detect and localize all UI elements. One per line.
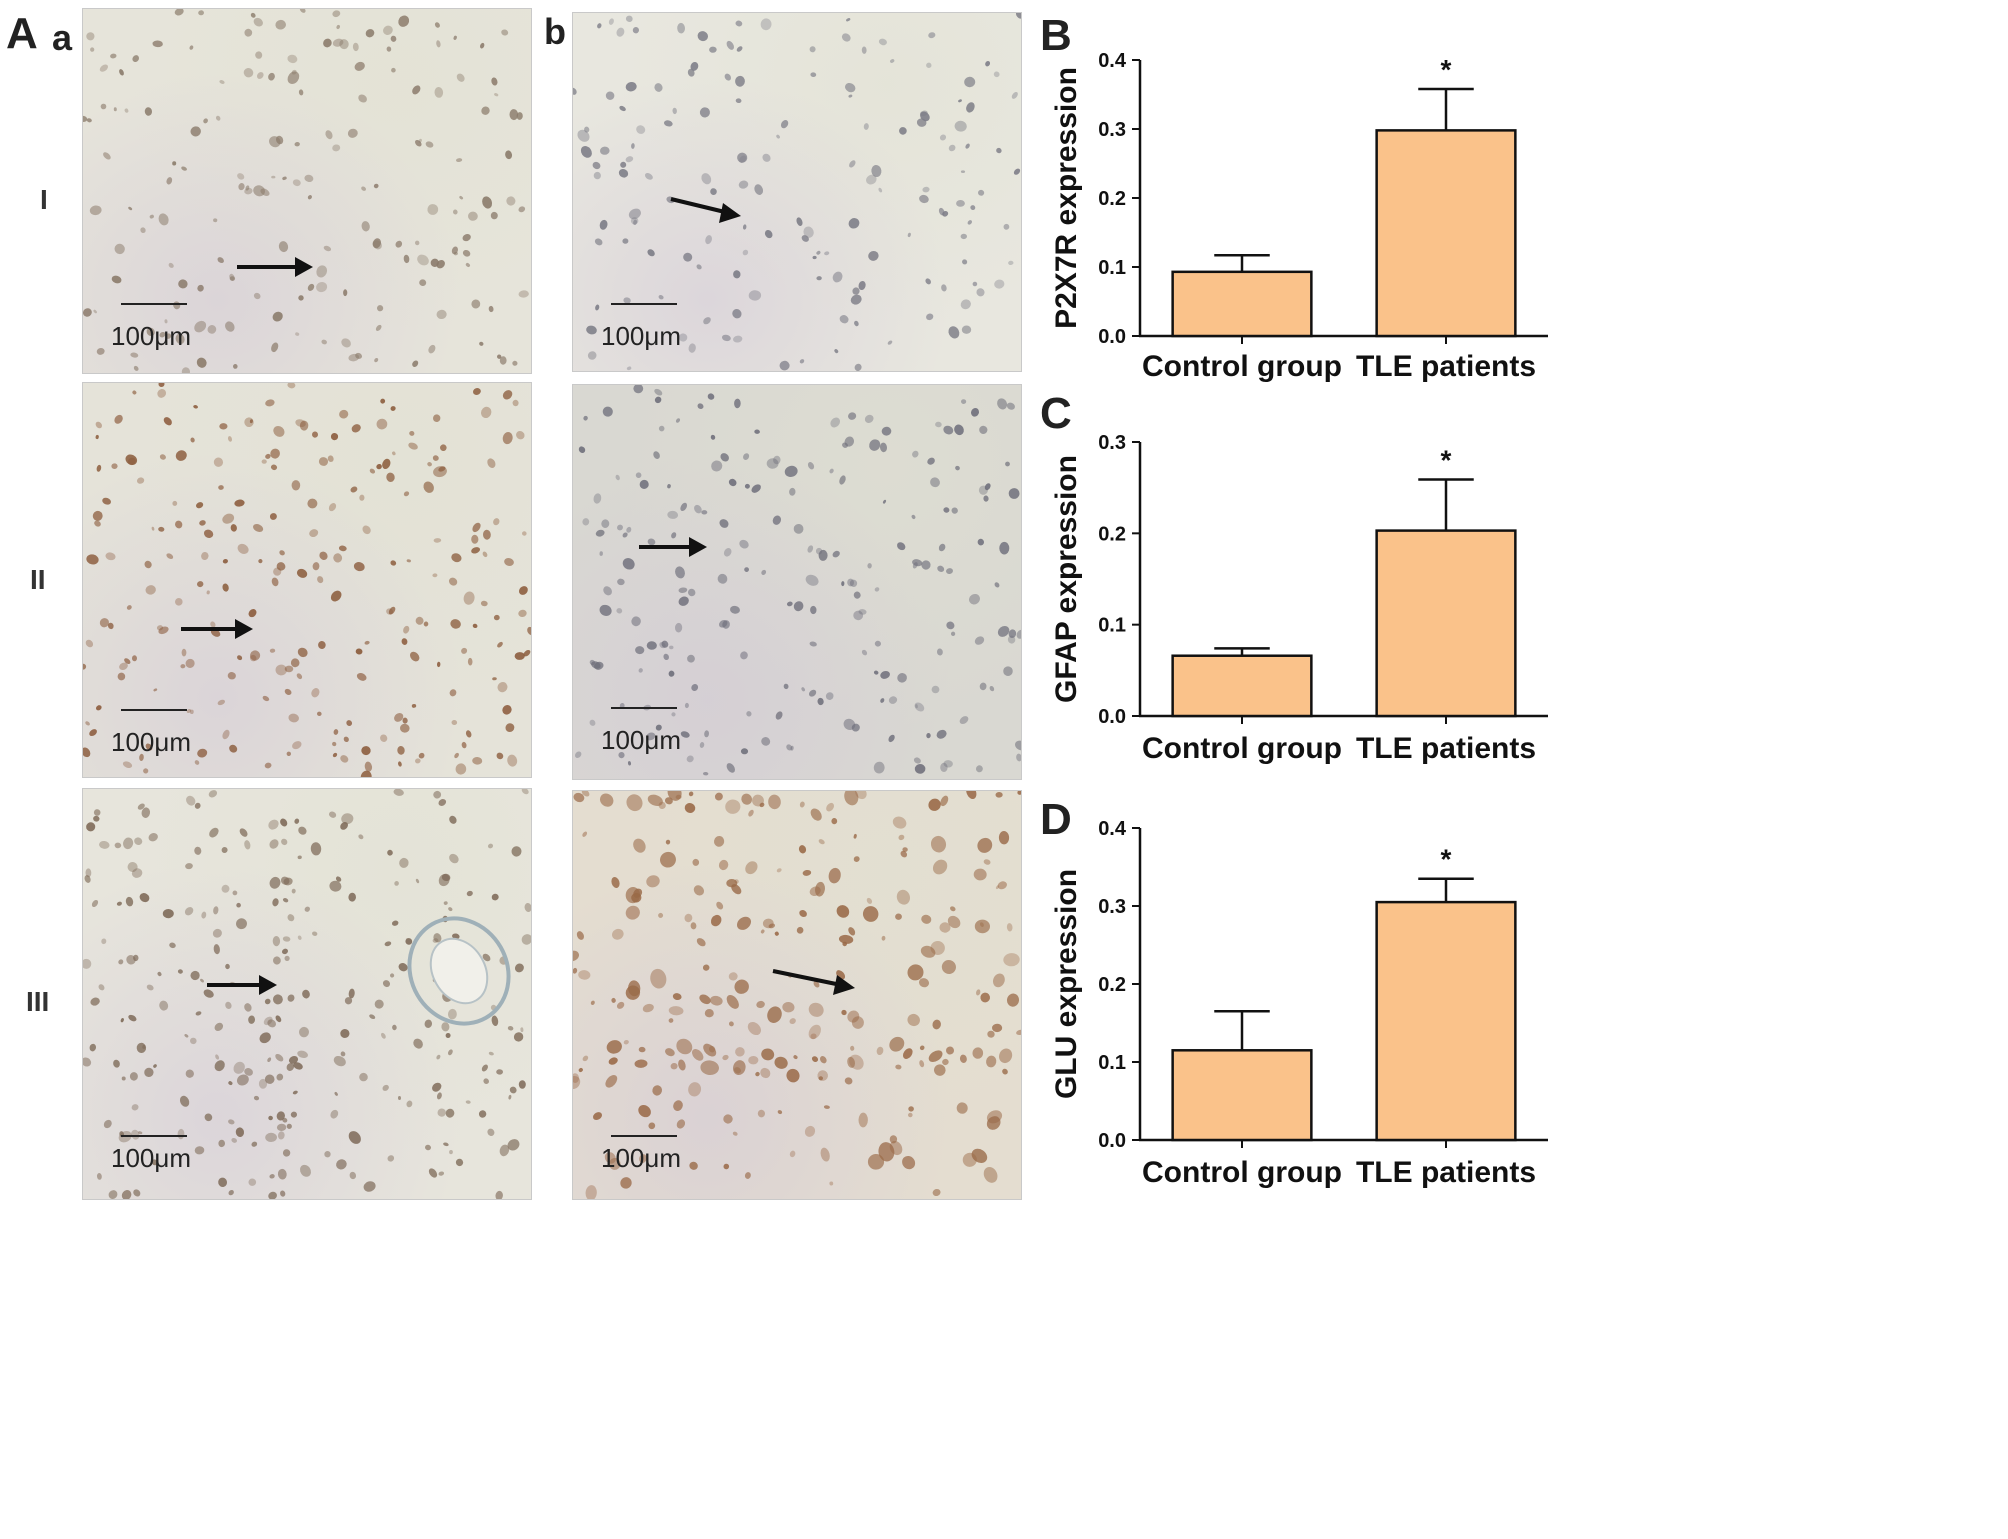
row-label-II: II [30,564,46,595]
y-axis-label: GLU expression [1050,869,1083,1099]
category-label: Control group [1142,1156,1342,1189]
panel-label-D: D [1040,795,1072,844]
category-label: TLE patients [1356,350,1536,383]
scale-label: 100μm [601,1143,682,1173]
bar-chart-D: 0.0 0.1 0.2 0.3 0.4 GLU expression Control gro… [1050,818,1548,1189]
scale-bar [611,303,677,305]
y-tick-label: 0.2 [1098,188,1126,210]
y-tick-label: 0.0 [1098,1130,1126,1152]
bar-chart-C: 0.0 0.1 0.2 0.3 GFAP expression Control group… [1050,432,1548,765]
y-tick-label: 0.1 [1098,1052,1126,1074]
y-tick-label: 0.2 [1098,523,1126,545]
micrograph-b-III: 100μm [572,790,1022,1200]
vessel-structure [407,916,511,1026]
y-tick-label: 0.4 [1098,50,1127,72]
arrow-icon [237,257,313,277]
category-label: TLE patients [1356,732,1536,765]
y-tick-label: 0.0 [1098,706,1126,728]
panel-label-B: B [1040,11,1072,60]
significance-marker: * [1441,54,1452,85]
scale-label: 100μm [111,1143,192,1173]
bar-tle-patients [1375,900,1517,1142]
scale-bar [121,1135,187,1137]
scale-label: 100μm [601,725,682,755]
y-tick-label: 0.3 [1098,432,1126,454]
significance-marker: * [1441,444,1452,475]
y-axis-label: P2X7R expression [1050,67,1083,329]
panel-label-C: C [1040,389,1072,438]
bar-tle-patients [1375,129,1517,338]
y-tick-label: 0.1 [1098,615,1126,637]
category-label: Control group [1142,732,1342,765]
y-tick-label: 0.2 [1098,974,1126,996]
micrograph-a-I: 100μm [82,8,532,374]
micrograph-a-III: 100μm [82,788,532,1200]
micrograph-b-II: 100μm [572,384,1022,780]
arrow-icon [207,975,277,995]
bar-control-group [1171,654,1313,718]
bar-tle-patients [1375,529,1517,718]
micrograph-b-I: 100μm [572,12,1022,372]
panel-label-A: A [6,9,38,58]
bar-control-group [1171,1049,1313,1142]
y-tick-label: 0.4 [1098,818,1127,840]
scale-bar [121,709,187,711]
y-tick-label: 0.3 [1098,119,1126,141]
y-tick-label: 0.0 [1098,326,1126,348]
scale-label: 100μm [111,321,192,351]
category-label: Control group [1142,350,1342,383]
arrow-icon [772,969,855,995]
arrow-icon [639,537,707,557]
scale-bar [121,303,187,305]
bar-chart-B: 0.0 0.1 0.2 0.3 0.4 P2X7R expression Control g… [1050,50,1548,383]
row-label-III: III [26,986,50,1017]
y-tick-label: 0.3 [1098,896,1126,918]
scale-label: 100μm [601,321,682,351]
arrow-icon [181,619,253,639]
bar-control-group [1171,270,1313,338]
micrograph-a-II: 100μm [82,382,532,778]
scale-label: 100μm [111,727,192,757]
category-label: TLE patients [1356,1156,1536,1189]
arrow-icon [670,197,741,223]
scale-bar [611,707,677,709]
significance-marker: * [1441,844,1452,875]
y-tick-label: 0.1 [1098,257,1126,279]
panel-label-a: a [52,17,73,58]
row-label-I: I [40,184,48,215]
panel-label-b: b [544,11,566,52]
y-axis-label: GFAP expression [1050,455,1083,703]
scale-bar [611,1135,677,1137]
